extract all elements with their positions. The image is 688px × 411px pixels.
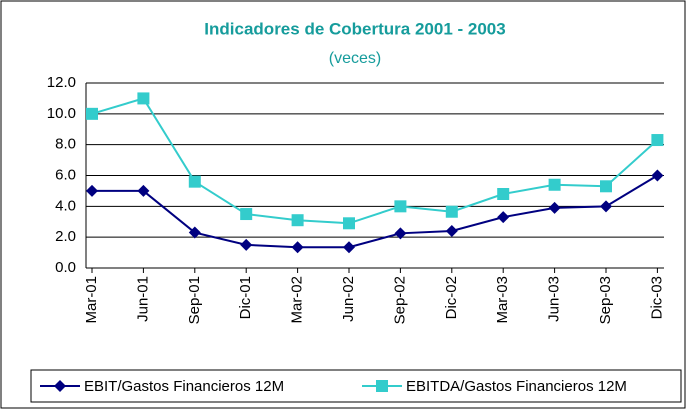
x-tick-label: Sep-03 [597,276,614,324]
point [86,184,98,197]
point [497,188,510,200]
legend [30,369,682,403]
x-tick-label: Jun-02 [340,276,357,322]
x-tick-label: Sep-01 [186,276,203,324]
point [291,214,304,227]
legend-label: EBITDA/Gastos Financieros 12M [406,378,627,395]
chart-title: Indicadores de Cobertura 2001 - 2003 [204,19,505,38]
y-tick-label: 4.0 [55,197,76,214]
point [86,107,98,120]
point [394,200,407,213]
x-tick-label: Dic-03 [648,276,665,319]
x-tick-label: Sep-02 [391,276,408,324]
point [343,217,355,230]
y-tick-label: 10.0 [47,105,76,122]
point [548,201,561,214]
point [548,178,561,191]
point [600,200,612,213]
point [651,169,664,182]
point [497,211,510,224]
point [445,205,458,218]
point [240,238,253,251]
y-tick-label: 0.0 [55,259,76,276]
y-tick-label: 8.0 [55,136,76,153]
y-tick-label: 6.0 [55,166,76,183]
x-tick-label: Dic-01 [237,276,254,319]
point [445,225,458,237]
legend-marker [376,380,388,392]
y-tick-label: 12.0 [47,74,76,91]
legend-marker [54,380,66,392]
chart-subtitle: (veces) [329,50,381,67]
x-tick-label: Mar-03 [494,276,511,324]
legend-label: EBIT/Gastos Financieros 12M [84,378,284,395]
point [188,226,201,239]
point [600,180,612,193]
x-tick-label: Jun-01 [134,276,151,322]
point [137,92,150,105]
series-line [92,174,658,249]
point [137,184,150,197]
x-tick-label: Mar-01 [83,276,100,324]
series-line [91,97,659,225]
point [188,175,201,188]
x-tick-label: Jun-03 [546,276,563,322]
x-tick-label: Mar-02 [289,276,306,324]
y-tick-label: 2.0 [55,228,76,245]
point [240,208,253,221]
point [291,241,304,254]
point [394,227,407,240]
point [651,134,664,147]
point [343,241,355,254]
x-tick-label: Dic-02 [443,276,460,319]
